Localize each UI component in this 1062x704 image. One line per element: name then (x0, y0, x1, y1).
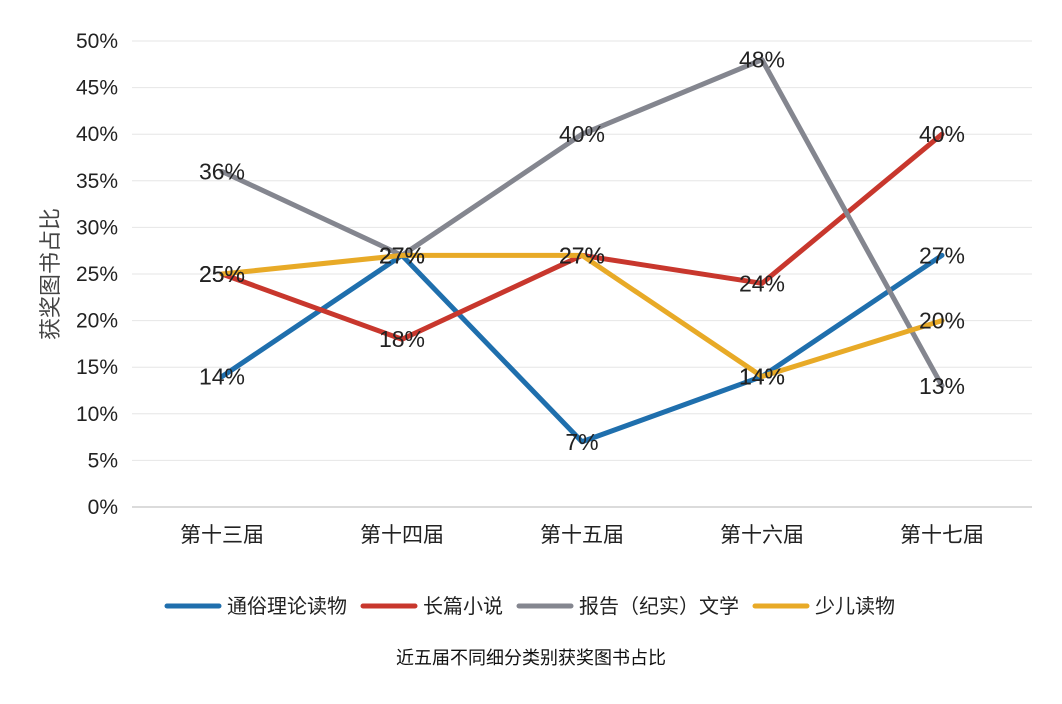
series-line (219, 57, 945, 389)
data-label: 24% (739, 270, 785, 296)
legend-label: 少儿读物 (815, 594, 895, 618)
chart-caption: 近五届不同细分类别获奖图书占比 (396, 648, 666, 669)
y-tick-label: 30% (76, 216, 118, 239)
data-label: 48% (739, 47, 785, 73)
series-lines (219, 57, 945, 445)
data-labels: 14%27%7%14%27%25%18%27%24%40%36%27%40%48… (199, 47, 965, 455)
y-tick-label: 20% (76, 310, 118, 333)
data-label: 27% (379, 242, 425, 268)
data-label: 27% (379, 242, 425, 268)
series-line (219, 252, 945, 445)
x-tick-label: 第十七届 (900, 523, 984, 547)
data-label: 25% (199, 261, 245, 287)
data-label: 27% (379, 242, 425, 268)
data-label: 27% (919, 242, 965, 268)
y-tick-label: 0% (88, 496, 118, 519)
data-label: 40% (919, 121, 965, 147)
y-axis-ticks: 0% 5% 10% 15% 20% 25% 30% 35% 40% 45% 50% (76, 30, 118, 519)
y-tick-label: 15% (76, 356, 118, 379)
data-label: 36% (199, 158, 245, 184)
legend-label: 报告（纪实）文学 (579, 594, 739, 618)
y-tick-label: 10% (76, 403, 118, 426)
y-tick-label: 35% (76, 170, 118, 193)
y-axis-label: 获奖图书占比 (39, 208, 64, 340)
data-label: 40% (559, 121, 605, 147)
legend: 通俗理论读物 长篇小说 报告（纪实）文学 少儿读物 (164, 594, 895, 618)
data-label: 7% (565, 429, 598, 455)
series-line (219, 252, 945, 380)
y-tick-label: 40% (76, 123, 118, 146)
x-tick-label: 第十五届 (540, 523, 624, 547)
x-tick-label: 第十三届 (180, 523, 264, 547)
x-tick-label: 第十四届 (360, 523, 444, 547)
y-tick-label: 5% (88, 449, 118, 472)
data-label: 14% (739, 364, 785, 390)
y-tick-label: 50% (76, 30, 118, 53)
y-tick-label: 45% (76, 77, 118, 100)
legend-label: 通俗理论读物 (227, 594, 347, 618)
data-label: 14% (739, 364, 785, 390)
y-tick-label: 25% (76, 263, 118, 286)
series-line (219, 131, 945, 342)
x-axis-ticks: 第十三届 第十四届 第十五届 第十六届 第十七届 (180, 523, 984, 547)
data-label: 25% (199, 261, 245, 287)
data-label: 27% (559, 242, 605, 268)
data-label: 27% (559, 242, 605, 268)
legend-label: 长篇小说 (423, 594, 503, 618)
data-label: 20% (919, 308, 965, 334)
data-label: 13% (919, 373, 965, 399)
data-label: 18% (379, 326, 425, 352)
data-label: 14% (199, 364, 245, 390)
x-tick-label: 第十六届 (720, 523, 804, 547)
